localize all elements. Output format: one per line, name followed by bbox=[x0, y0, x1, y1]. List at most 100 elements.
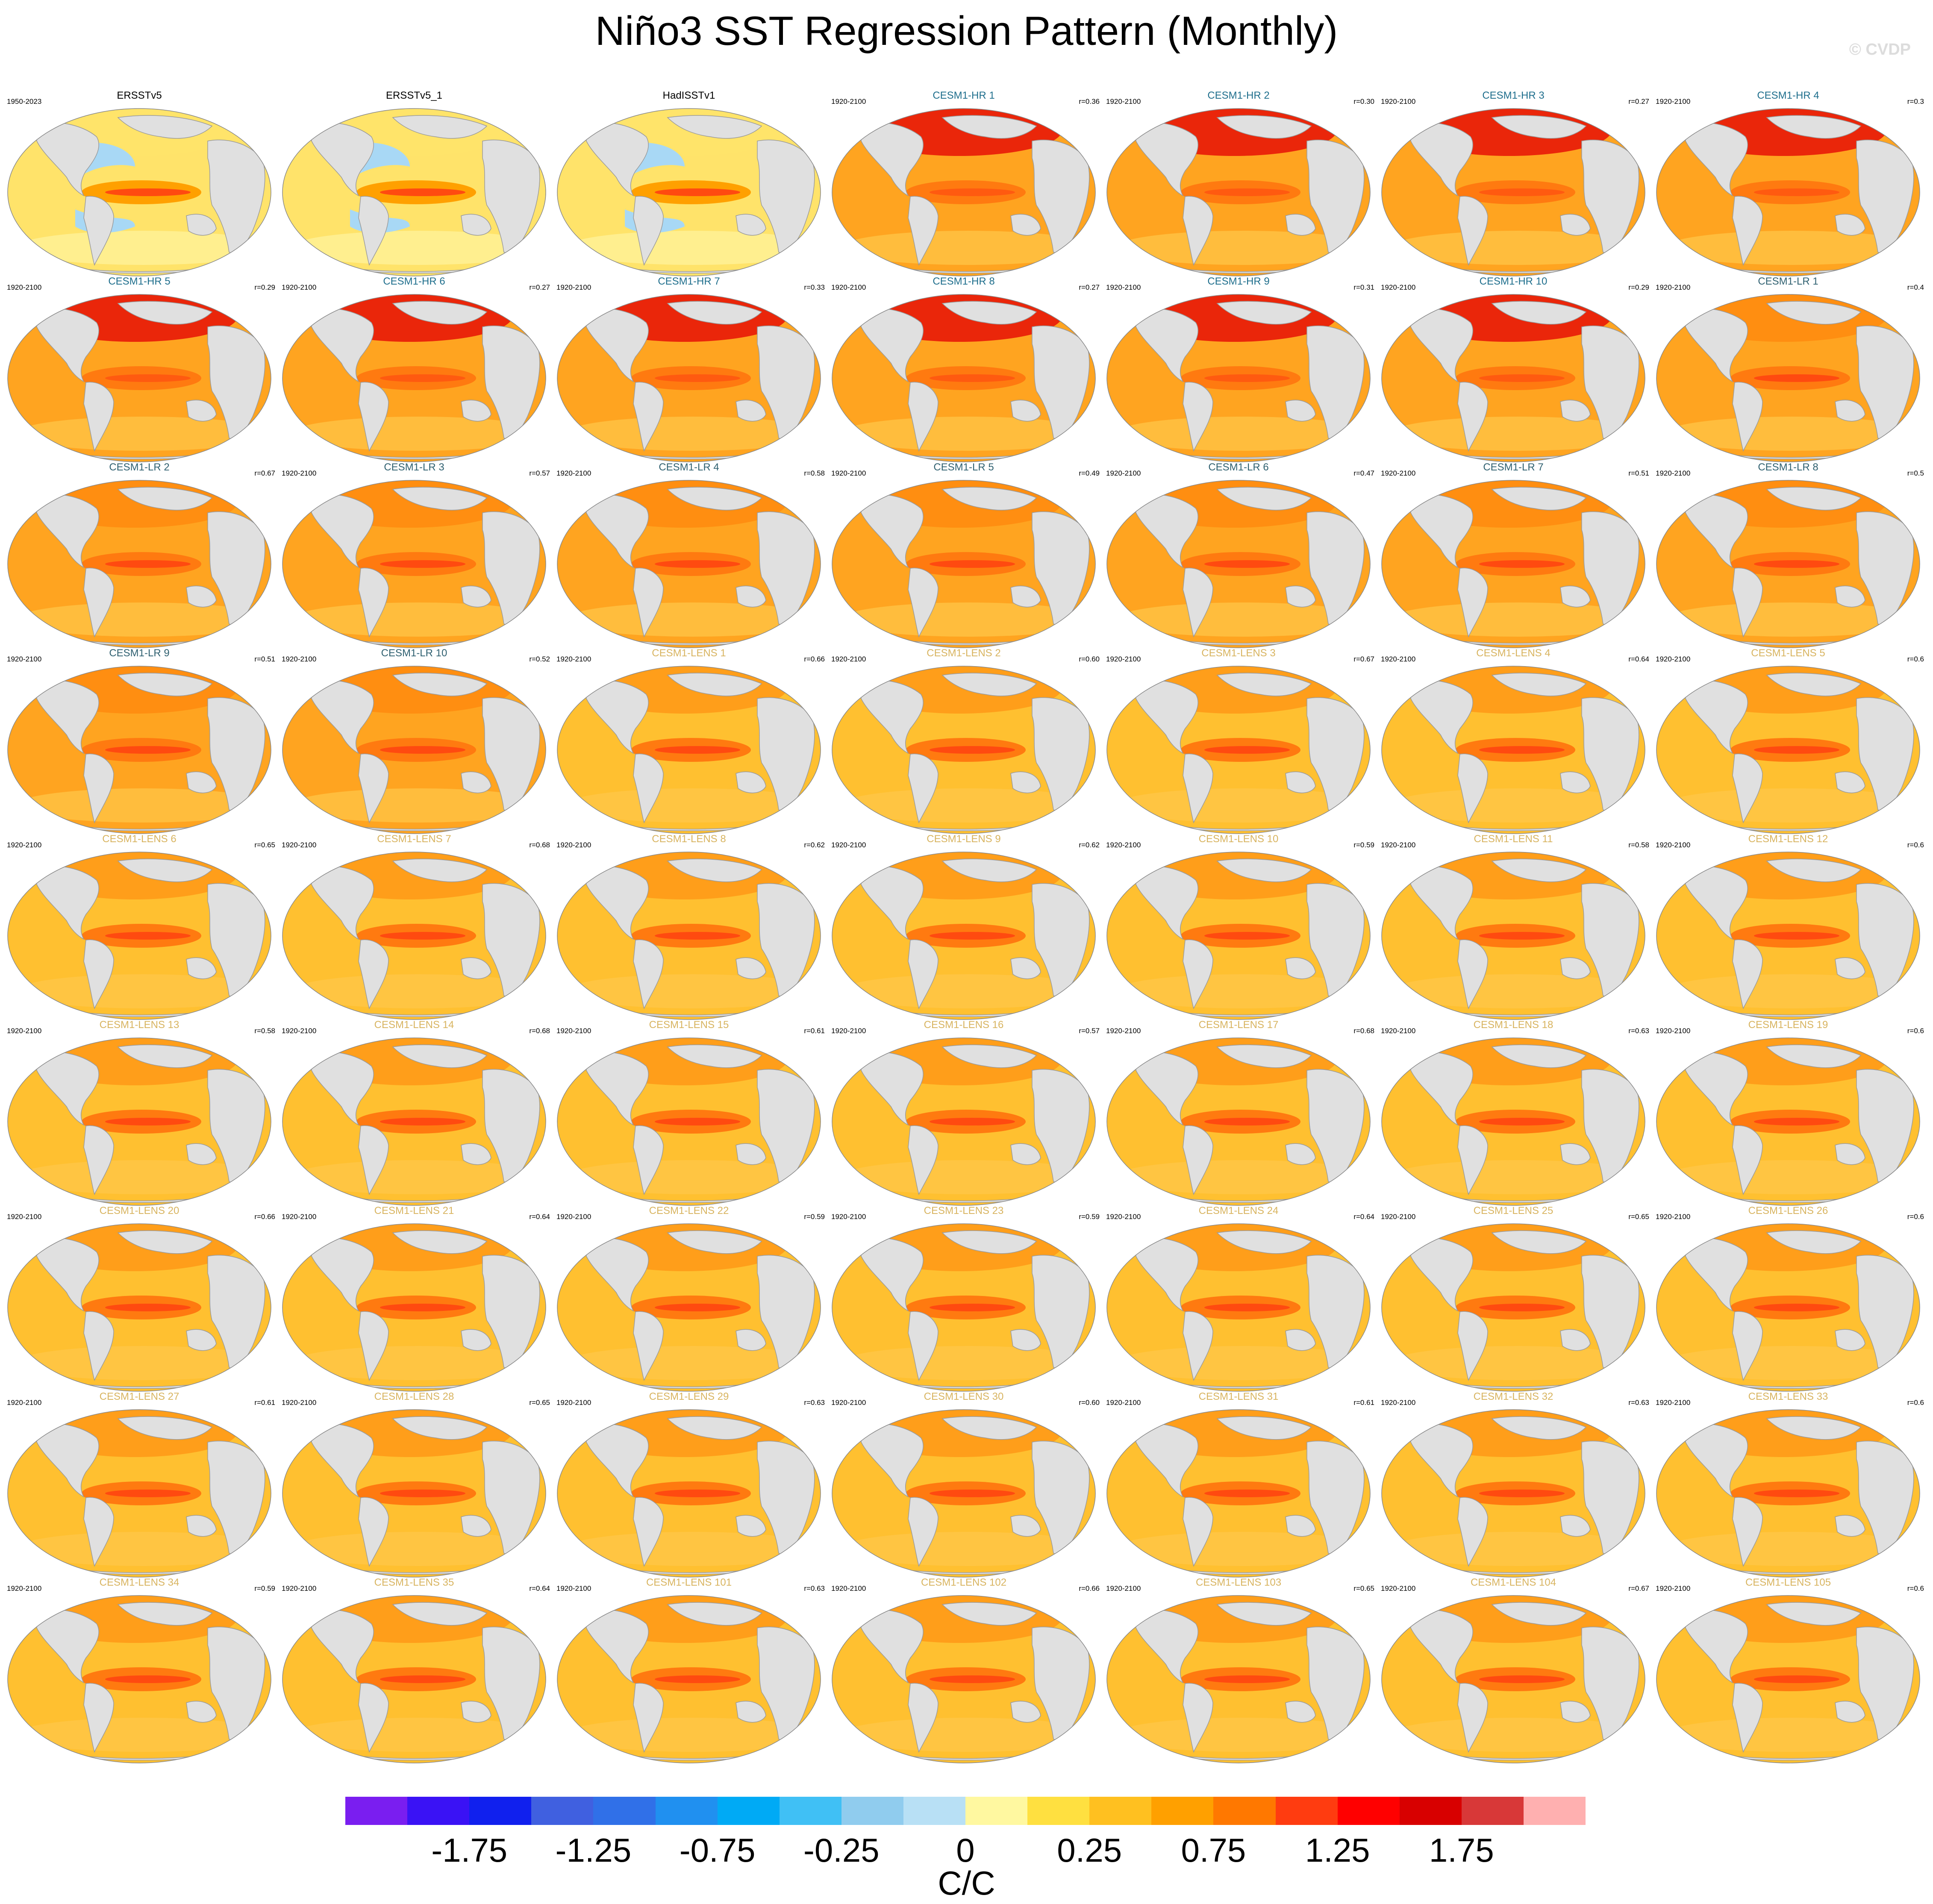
southern-band bbox=[1115, 231, 1370, 265]
map-border bbox=[557, 666, 821, 834]
southern-band bbox=[290, 231, 546, 265]
land-mass bbox=[392, 1044, 488, 1068]
land-mass bbox=[861, 308, 924, 382]
nino3-core bbox=[930, 746, 1015, 754]
southern-band bbox=[15, 1718, 271, 1752]
panel-pattern-correlation: r=0.62 bbox=[1079, 841, 1100, 849]
land-mass bbox=[941, 115, 1037, 139]
land-mass bbox=[186, 400, 217, 422]
southern-band bbox=[15, 231, 271, 265]
map-border bbox=[1106, 108, 1371, 276]
panel-pattern-correlation: r=0.63 bbox=[1628, 1399, 1649, 1407]
nino3-core bbox=[655, 1490, 740, 1497]
panel-title: CESM1-LR 8 bbox=[1758, 461, 1818, 473]
land-mass bbox=[1410, 1051, 1473, 1126]
nino3-core bbox=[1754, 188, 1839, 196]
map-border bbox=[557, 294, 821, 462]
nino3-core bbox=[655, 560, 740, 568]
southern-band bbox=[1664, 1532, 1920, 1566]
land-mass bbox=[586, 494, 649, 568]
panel-title: CESM1-LENS 21 bbox=[374, 1205, 454, 1216]
land-mass bbox=[36, 1051, 99, 1126]
map-border bbox=[7, 852, 271, 1020]
panel-years: 1920-2100 bbox=[1106, 655, 1141, 663]
map-border bbox=[1106, 1223, 1371, 1392]
map-plot bbox=[7, 666, 271, 834]
panel-pattern-correlation: r=0.30 bbox=[1353, 97, 1374, 106]
land-mass bbox=[1766, 1230, 1862, 1254]
panel-title: ERSSTv5 bbox=[117, 90, 162, 101]
southern-band bbox=[565, 788, 821, 823]
map-border bbox=[7, 1037, 271, 1206]
land-mass bbox=[1285, 957, 1316, 979]
panel-title: CESM1-LENS 29 bbox=[649, 1391, 729, 1402]
land-mass bbox=[1732, 939, 1763, 1010]
southern-band bbox=[1115, 1346, 1370, 1380]
map-border bbox=[1106, 1409, 1371, 1578]
panel-title: CESM1-HR 7 bbox=[658, 276, 720, 287]
land-mass bbox=[83, 1683, 114, 1753]
land-mass bbox=[461, 400, 491, 422]
land-mass bbox=[117, 858, 213, 882]
panel-pattern-correlation: r=0.27 bbox=[529, 283, 550, 291]
land-mass bbox=[117, 1602, 213, 1626]
panel-pattern-correlation: r=0.59 bbox=[1079, 1213, 1100, 1221]
land-mass bbox=[1136, 865, 1198, 940]
panel-pattern-correlation: r=0.65 bbox=[1628, 1213, 1649, 1221]
land-mass bbox=[358, 1311, 389, 1381]
map-border bbox=[7, 666, 271, 834]
colorbar bbox=[345, 1797, 1586, 1825]
map-plot bbox=[1656, 1037, 1920, 1206]
land-mass bbox=[736, 214, 766, 236]
land-mass bbox=[667, 673, 762, 696]
map-plot bbox=[1656, 1223, 1920, 1392]
land-mass bbox=[1685, 865, 1748, 940]
land-mass bbox=[1285, 214, 1316, 236]
panel-years: 1920-2100 bbox=[1106, 1584, 1141, 1593]
colorbar-tick-label: 1.25 bbox=[1305, 1831, 1370, 1869]
land-mass bbox=[186, 1515, 217, 1537]
panel-title: CESM1-LENS 23 bbox=[924, 1205, 1004, 1216]
nino3-core bbox=[1204, 188, 1290, 196]
land-mass bbox=[908, 939, 939, 1010]
panel-years: 1920-2100 bbox=[1381, 1584, 1416, 1593]
land-mass bbox=[1136, 1609, 1198, 1684]
land-mass bbox=[311, 1051, 374, 1126]
map-panel: CESM1-LENS 18 1920-2100 r=0.63 bbox=[1381, 1019, 1649, 1207]
map-panel: CESM1-LENS 105 1920-2100 r=0.6 bbox=[1656, 1577, 1924, 1765]
map-plot bbox=[1106, 480, 1371, 648]
land-mass bbox=[1835, 214, 1865, 236]
land-mass bbox=[1457, 1125, 1488, 1196]
land-mass bbox=[861, 1237, 924, 1312]
land-mass bbox=[1216, 673, 1312, 696]
colorbar-box bbox=[593, 1797, 656, 1825]
map-plot bbox=[1656, 480, 1920, 648]
land-mass bbox=[667, 858, 762, 882]
land-mass bbox=[1285, 1701, 1316, 1723]
panel-title: CESM1-LR 5 bbox=[933, 461, 994, 473]
land-mass bbox=[908, 1125, 939, 1196]
land-mass bbox=[461, 1515, 491, 1537]
panel-pattern-correlation: r=0.61 bbox=[254, 1399, 275, 1407]
panel-years: 1920-2100 bbox=[1381, 283, 1416, 291]
land-mass bbox=[1835, 1329, 1865, 1351]
panel-years: 1920-2100 bbox=[1656, 97, 1691, 106]
land-mass bbox=[1216, 1044, 1312, 1068]
map-panel: HadISSTv1 bbox=[556, 90, 821, 278]
land-mass bbox=[1410, 494, 1473, 568]
southern-band bbox=[290, 788, 546, 823]
panel-pattern-correlation: r=0.60 bbox=[1079, 1399, 1100, 1407]
land-mass bbox=[736, 1515, 766, 1537]
land-mass bbox=[633, 1497, 664, 1567]
map-border bbox=[557, 1223, 821, 1392]
map-panel: CESM1-LR 6 1920-2100 r=0.47 bbox=[1106, 461, 1374, 649]
map-plot bbox=[832, 1595, 1096, 1763]
land-mass bbox=[633, 382, 664, 452]
panel-pattern-correlation: r=0.63 bbox=[804, 1399, 825, 1407]
panel-title: CESM1-LR 9 bbox=[109, 647, 170, 659]
map-plot bbox=[1381, 852, 1645, 1020]
figure-title: Niño3 SST Regression Pattern (Monthly) bbox=[595, 8, 1338, 54]
panel-pattern-correlation: r=0.68 bbox=[529, 841, 550, 849]
map-plot bbox=[282, 1595, 546, 1763]
panel-title: CESM1-LENS 26 bbox=[1748, 1205, 1828, 1216]
